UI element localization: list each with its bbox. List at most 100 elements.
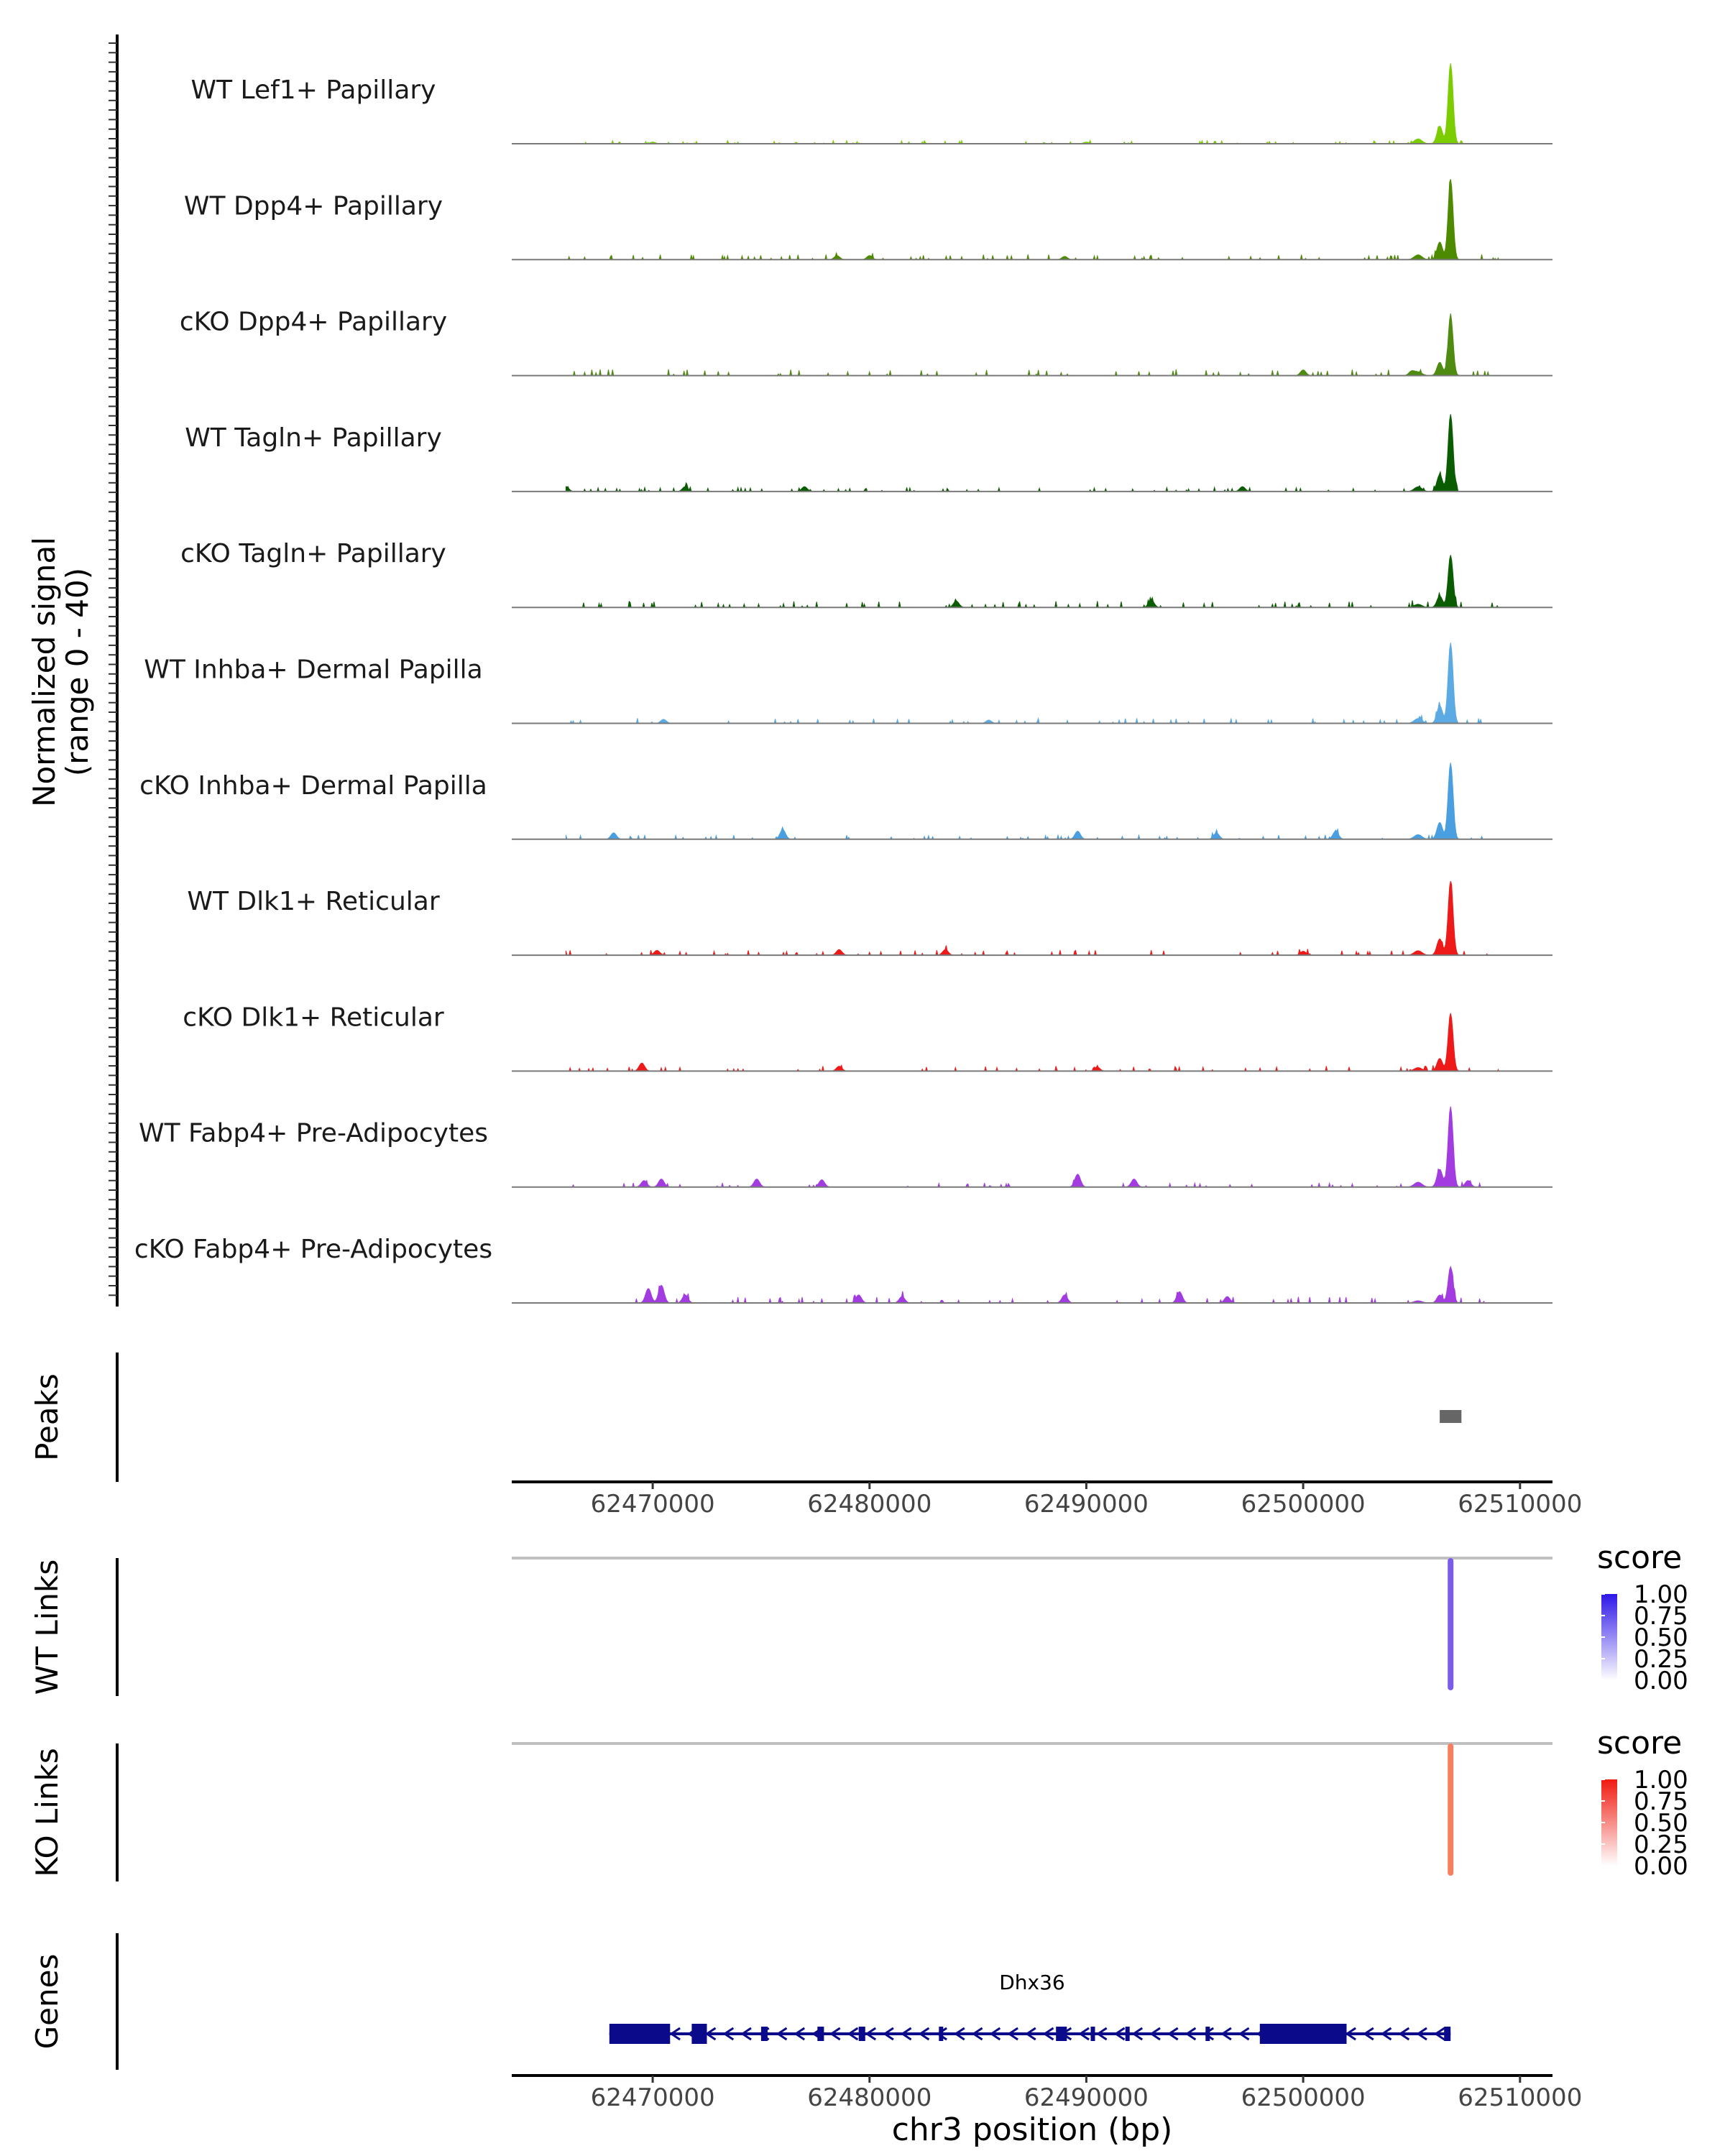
legend-tick-label: 0.50 bbox=[1634, 1623, 1688, 1652]
coverage-area bbox=[566, 63, 1499, 145]
coverage-area bbox=[566, 1266, 1499, 1304]
strand-arrow bbox=[722, 2027, 735, 2041]
coverage-y-label-line2: (range 0 - 40) bbox=[60, 568, 95, 776]
x-tick-label: 62490000 bbox=[1024, 1490, 1149, 1519]
gene-exon bbox=[1205, 2027, 1210, 2041]
coverage-track: cKO Tagln+ Papillary bbox=[180, 539, 1552, 609]
x-tick-label: 62490000 bbox=[1024, 2083, 1149, 2112]
strand-arrow bbox=[1025, 2027, 1036, 2041]
coverage-track: WT Tagln+ Papillary bbox=[185, 414, 1552, 493]
coverage-track: cKO Inhba+ Dermal Papilla bbox=[139, 763, 1552, 841]
strand-arrow bbox=[1131, 2027, 1144, 2041]
track-label: WT Tagln+ Papillary bbox=[185, 423, 442, 453]
gene-exon bbox=[858, 2027, 865, 2041]
coverage-area bbox=[566, 179, 1499, 262]
strand-arrow bbox=[1078, 2027, 1090, 2041]
links-label: KO Links bbox=[29, 1748, 65, 1877]
x-tick-label: 62470000 bbox=[591, 2083, 715, 2112]
links-label: WT Links bbox=[29, 1560, 65, 1695]
legend-tick-label: 0.00 bbox=[1634, 1667, 1688, 1695]
track-label: WT Fabp4+ Pre-Adipocytes bbox=[139, 1119, 488, 1148]
coverage-area bbox=[566, 555, 1499, 609]
strand-arrow bbox=[1007, 2027, 1018, 2041]
strand-arrow bbox=[865, 2027, 877, 2041]
coverage-area bbox=[566, 642, 1499, 724]
strand-arrow bbox=[954, 2027, 965, 2041]
coverage-area bbox=[566, 313, 1499, 377]
strand-arrow bbox=[936, 2027, 947, 2041]
track-label: cKO Tagln+ Papillary bbox=[180, 539, 446, 568]
gene-exon bbox=[1444, 2027, 1451, 2041]
strand-arrow bbox=[900, 2027, 912, 2041]
strand-arrow bbox=[1167, 2027, 1179, 2041]
x-tick-label: 62500000 bbox=[1241, 2083, 1366, 2112]
coverage-track: cKO Dpp4+ Papillary bbox=[180, 308, 1552, 377]
gene-exon bbox=[760, 2027, 768, 2041]
coverage-track: WT Lef1+ Papillary bbox=[191, 63, 1552, 145]
legend-tick-label: 0.75 bbox=[1634, 1602, 1688, 1631]
peaks-track bbox=[1440, 1410, 1462, 1423]
track-label: WT Inhba+ Dermal Papilla bbox=[144, 655, 482, 685]
legend-tick-label: 1.00 bbox=[1634, 1766, 1688, 1795]
gene-exon bbox=[609, 2024, 671, 2044]
coverage-y-label-line1: Normalized signal bbox=[27, 537, 62, 807]
strand-arrow bbox=[1380, 2027, 1392, 2041]
strand-arrow bbox=[918, 2027, 930, 2041]
coverage-track: WT Fabp4+ Pre-Adipocytes bbox=[139, 1106, 1552, 1189]
coverage-track: cKO Fabp4+ Pre-Adipocytes bbox=[134, 1235, 1552, 1304]
coverage-area bbox=[566, 1013, 1499, 1072]
strand-arrow bbox=[1149, 2027, 1161, 2041]
coverage-area bbox=[566, 1106, 1499, 1189]
x-tick-label: 62480000 bbox=[807, 2083, 932, 2112]
x-tick-label: 62500000 bbox=[1241, 1490, 1366, 1519]
x-tick-label: 62510000 bbox=[1458, 1490, 1582, 1519]
strand-arrow bbox=[971, 2027, 983, 2041]
coverage-area bbox=[565, 414, 1499, 493]
strand-arrow bbox=[1220, 2027, 1232, 2041]
x-tick-label: 62480000 bbox=[807, 1490, 932, 1519]
legend-tick-label: 0.50 bbox=[1634, 1809, 1688, 1838]
track-label: cKO Fabp4+ Pre-Adipocytes bbox=[134, 1235, 492, 1264]
legend-tick-label: 0.00 bbox=[1634, 1852, 1688, 1881]
genes-label: Genes bbox=[29, 1954, 65, 2050]
legend-tick-label: 0.25 bbox=[1634, 1830, 1688, 1859]
legend-colorbar bbox=[1601, 1779, 1617, 1866]
gene-track: Dhx36 bbox=[609, 1971, 1451, 2044]
track-label: cKO Inhba+ Dermal Papilla bbox=[139, 771, 487, 801]
coverage-track: cKO Dlk1+ Reticular bbox=[183, 1003, 1552, 1072]
gene-exon bbox=[1259, 2024, 1347, 2044]
coverage-track: WT Inhba+ Dermal Papilla bbox=[144, 642, 1552, 724]
legend-tick-label: 0.25 bbox=[1634, 1645, 1688, 1674]
link-arc bbox=[1448, 1558, 1454, 1690]
track-label: cKO Dlk1+ Reticular bbox=[183, 1003, 444, 1032]
strand-arrow bbox=[1433, 2027, 1445, 2041]
x-axis-top: 62470000 62480000 62490000 62500000 62510000 bbox=[591, 1482, 1582, 1519]
strand-arrow bbox=[1113, 2027, 1126, 2041]
x-axis-title: chr3 position (bp) bbox=[892, 2111, 1173, 2148]
coverage-area bbox=[565, 880, 1499, 957]
gene-exon bbox=[691, 2024, 707, 2044]
strand-arrow bbox=[1202, 2027, 1215, 2041]
track-label: cKO Dpp4+ Papillary bbox=[180, 308, 447, 337]
strand-arrow bbox=[669, 2027, 681, 2041]
gene-exon bbox=[1125, 2027, 1130, 2041]
coverage-area bbox=[565, 763, 1499, 841]
strand-arrow bbox=[740, 2027, 752, 2041]
strand-arrow bbox=[794, 2027, 806, 2041]
strand-arrow bbox=[1238, 2027, 1250, 2041]
x-tick-label: 62510000 bbox=[1458, 2083, 1582, 2112]
peaks-label: Peaks bbox=[29, 1373, 65, 1461]
links-panel: WT Links score 1.000.750.500.250.00 bbox=[29, 1539, 1688, 1696]
gene-exon bbox=[939, 2027, 944, 2041]
coverage-tracks: WT Lef1+ Papillary WT Dpp4+ Papillary cKO … bbox=[134, 63, 1552, 1304]
strand-arrow bbox=[1345, 2027, 1356, 2041]
legend-title: score bbox=[1597, 1539, 1682, 1576]
coverage-track: WT Dpp4+ Papillary bbox=[184, 179, 1552, 262]
strand-arrow bbox=[1398, 2027, 1410, 2041]
gene-exon bbox=[1090, 2027, 1095, 2041]
coverage-track: WT Dlk1+ Reticular bbox=[187, 880, 1552, 957]
track-label: WT Dpp4+ Papillary bbox=[184, 191, 443, 221]
legend-colorbar bbox=[1601, 1594, 1617, 1680]
strand-arrow bbox=[1416, 2027, 1427, 2041]
